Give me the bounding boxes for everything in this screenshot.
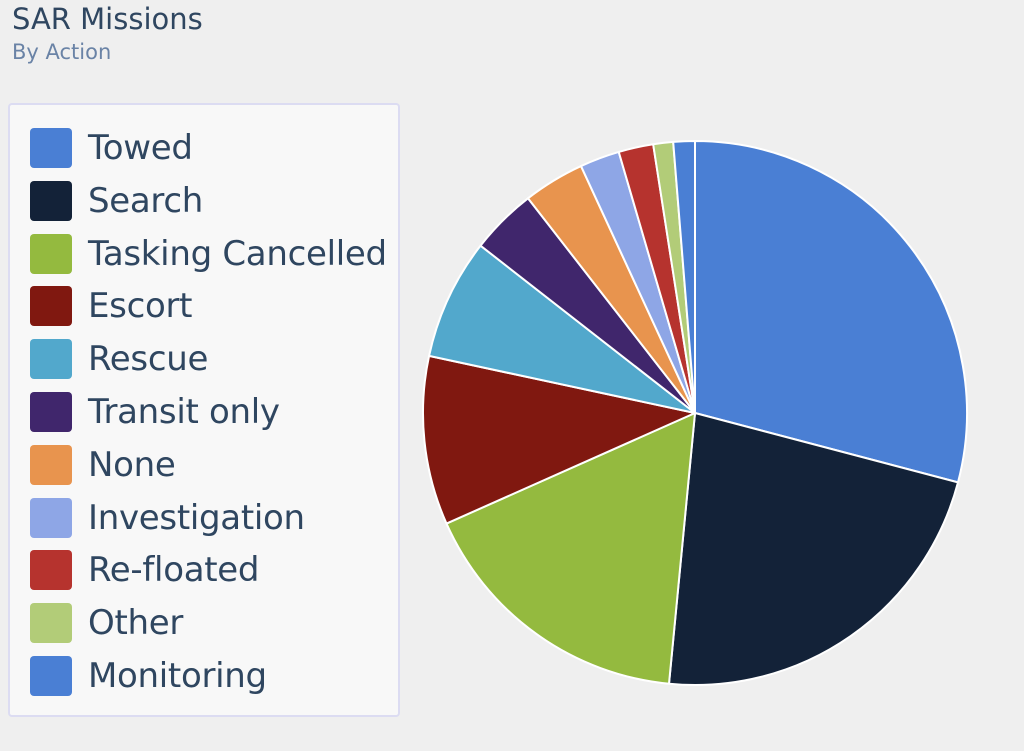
pie-slice-tasking-cancelled[interactable] xyxy=(445,412,696,685)
legend-item[interactable]: Rescue xyxy=(30,338,208,380)
legend-swatch xyxy=(30,656,72,696)
legend-item[interactable]: Search xyxy=(30,180,203,222)
legend-item[interactable]: Investigation xyxy=(30,497,305,539)
pie-slice-escort[interactable] xyxy=(422,354,696,525)
legend-item[interactable]: Other xyxy=(30,602,183,644)
legend-label: Search xyxy=(88,180,204,221)
legend-swatch xyxy=(30,444,72,485)
legend-item[interactable]: Re-floated xyxy=(30,549,259,591)
legend-swatch xyxy=(30,497,72,538)
pie-chart xyxy=(422,140,968,686)
legend-item[interactable]: Escort xyxy=(30,285,193,327)
legend-label: Investigation xyxy=(88,497,305,538)
legend-label: Other xyxy=(88,603,184,644)
pie-slice-rescue[interactable] xyxy=(428,244,696,414)
legend-label: Re-floated xyxy=(88,550,260,591)
legend-label: None xyxy=(88,444,176,485)
legend-item[interactable]: Transit only xyxy=(30,391,280,433)
legend-label: Escort xyxy=(88,286,193,327)
legend-swatch xyxy=(30,339,72,380)
legend-swatch xyxy=(30,180,72,221)
legend-label: Rescue xyxy=(88,339,209,380)
legend-swatch xyxy=(30,550,72,591)
legend-swatch xyxy=(30,286,72,327)
legend-swatch xyxy=(30,233,72,274)
legend-label: Transit only xyxy=(88,392,280,432)
legend-swatch xyxy=(30,392,72,432)
legend-label: Towed xyxy=(88,128,193,168)
legend-item[interactable]: None xyxy=(30,444,176,486)
pie-slice-towed[interactable] xyxy=(694,140,968,484)
legend-swatch xyxy=(30,603,72,644)
legend-item[interactable]: Tasking Cancelled xyxy=(30,233,387,275)
chart-legend: Towed Search Tasking Cancelled Escort Rescue… xyxy=(8,103,400,717)
legend-swatch xyxy=(30,128,72,168)
legend-item[interactable]: Towed xyxy=(30,127,193,169)
chart-title: SAR Missions xyxy=(12,2,203,36)
legend-item[interactable]: Monitoring xyxy=(30,655,267,697)
pie-slice-monitoring[interactable] xyxy=(672,140,696,414)
chart-subtitle: By Action xyxy=(12,40,112,64)
legend-label: Tasking Cancelled xyxy=(88,233,387,274)
legend-label: Monitoring xyxy=(88,656,267,696)
pie-slice-search[interactable] xyxy=(667,412,959,686)
